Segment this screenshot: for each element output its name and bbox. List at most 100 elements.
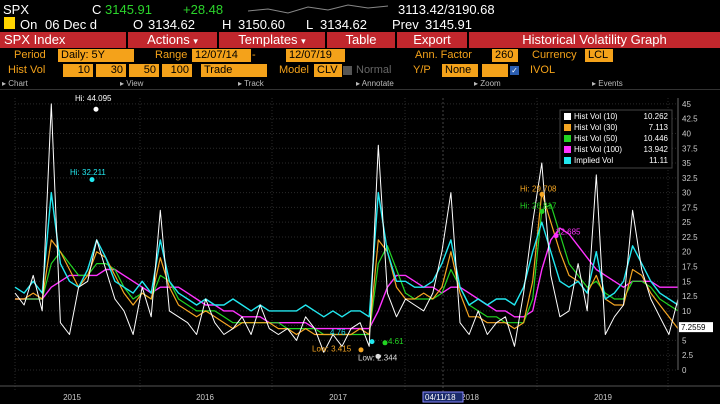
y-tick-label: 25 (682, 218, 691, 227)
annotation-marker (539, 209, 545, 215)
legend-swatch (564, 124, 571, 131)
annotation-marker (375, 353, 381, 359)
export-button[interactable]: Export (397, 32, 467, 48)
chart-tab-label: Chart (8, 79, 28, 88)
y-tick-label: 15 (682, 277, 691, 286)
x-tick-label: 2017 (329, 393, 347, 402)
ann-factor-input[interactable]: 260 (492, 49, 518, 62)
x-tick-label: 2019 (594, 393, 612, 402)
series-line-hv50 (15, 203, 679, 336)
table-button[interactable]: Table (327, 32, 395, 48)
normal-checkbox[interactable] (343, 66, 352, 75)
yp-input[interactable] (482, 64, 508, 77)
annotation-hi_hv50: Hi: 26.817 (520, 202, 557, 215)
quote-date: 06 Dec d (45, 17, 98, 32)
annotation-marker (553, 233, 559, 239)
price-type-select[interactable]: Trade (201, 64, 267, 77)
legend-series-value: 13.942 (644, 145, 669, 154)
y-tick-label: 2.5 (682, 351, 694, 360)
period-select[interactable]: Daily: 5Y (58, 49, 134, 62)
y-tick-label: 12.5 (682, 292, 698, 301)
yp-select[interactable]: None (442, 64, 478, 77)
actions-label: Actions (147, 32, 190, 47)
annotation-marker (358, 347, 364, 353)
last-value-tag: 7.2559 (679, 322, 713, 333)
legend-swatch (564, 113, 571, 120)
track-tab[interactable]: ▸ Track (238, 79, 264, 88)
annotation-label: Low: 2.344 (358, 354, 398, 363)
ticker: SPX (3, 2, 30, 17)
ann-factor-label: Ann. Factor (415, 49, 472, 61)
period1-input[interactable]: 10 (63, 64, 93, 77)
templates-menu[interactable]: Templates ▾ (219, 32, 325, 48)
chart-tab[interactable]: ▸ Chart (2, 79, 28, 88)
ohlc-bar: On 06 Dec d O 3134.62 H 3150.60 L 3134.6… (0, 16, 720, 32)
period3-input[interactable]: 50 (129, 64, 159, 77)
legend-series-name: Hist Vol (10) (574, 112, 618, 121)
x-axis: 2015 2016 2017 2018 2019 04/11/18 (0, 385, 720, 403)
model-label: Model (279, 64, 309, 76)
y-tick-label: 0 (682, 366, 687, 375)
annotation-label: 4.61 (388, 337, 404, 346)
range-label: Range (155, 49, 188, 61)
series-line-hv10 (14, 103, 679, 353)
zoom-tab[interactable]: ▸ Zoom (474, 79, 501, 88)
period2-input[interactable]: 30 (96, 64, 126, 77)
legend-series-name: Hist Vol (30) (574, 123, 618, 132)
security-field[interactable]: SPX Index (0, 32, 126, 48)
y-tick-label: 37.5 (682, 144, 698, 153)
volatility-chart[interactable]: 02.557.51012.51517.52022.52527.53032.535… (0, 90, 720, 404)
legend-series-value: 10.446 (644, 134, 669, 143)
cursor-date-label: 04/11/18 (425, 393, 456, 402)
legend-series-name: Hist Vol (100) (574, 145, 622, 154)
zoom-tab-label: Zoom (480, 79, 501, 88)
currency-select[interactable]: LCL (585, 49, 613, 62)
annotation-label: Hi: 32.211 (70, 168, 106, 177)
x-tick-label: 2018 (461, 393, 479, 402)
date-prefix: On (20, 17, 38, 32)
y-tick-label: 17.5 (682, 263, 698, 272)
actions-menu[interactable]: Actions ▾ (128, 32, 217, 48)
change: +28.48 (183, 2, 224, 17)
open-label: O (133, 17, 144, 32)
annotation-label: 22.685 (556, 228, 581, 237)
model-select[interactable]: CLV (314, 64, 342, 77)
annotation-low_iv: 4.76 (330, 328, 375, 345)
params-row-2: Hist Vol 10 30 50 100 Trade Model CLV No… (0, 63, 720, 78)
view-tab[interactable]: ▸ View (120, 79, 144, 88)
annotation-hi_hv100: 22.685 (553, 228, 581, 239)
high-label: H (222, 17, 232, 32)
flag-icon (4, 17, 15, 29)
close-label: C (92, 2, 102, 17)
y-axis: 02.557.51012.51517.52022.52527.53032.535… (677, 98, 713, 375)
annotation-hi_hv10: Hi: 44.095 (75, 94, 112, 112)
last-value-box (679, 322, 713, 333)
chart-lines (14, 103, 679, 353)
quote-bar: SPX C 3145.91 +28.48 3113.42/3190.68 (0, 0, 720, 17)
legend-series-value: 10.262 (644, 112, 669, 121)
period4-input[interactable]: 100 (162, 64, 192, 77)
legend-series-value: 7.113 (649, 123, 669, 132)
range-end-input[interactable]: 12/07/19 (286, 49, 345, 62)
events-tab[interactable]: ▸ Events (592, 79, 623, 88)
annotation-marker (93, 106, 99, 112)
annotation-label: Hi: 26.817 (520, 202, 557, 211)
annotation-low_hv30: Low: 3.415 (312, 345, 364, 354)
y-tick-label: 35 (682, 159, 691, 168)
annotation-label: 4.76 (330, 328, 346, 337)
annotate-tab-label: Annotate (361, 79, 394, 88)
open-price: 3134.62 (148, 17, 195, 32)
period-label: Period (14, 49, 46, 61)
cursor-date[interactable]: 04/11/18 (422, 391, 464, 403)
legend-swatch (564, 135, 571, 142)
annotation-hi_iv: Hi: 32.211 (70, 168, 106, 183)
y-tick-label: 22.5 (682, 233, 698, 242)
function-toolbar: SPX Index Actions ▾ Templates ▾ Table Ex… (0, 32, 720, 48)
range-start-input[interactable]: 12/07/14 (192, 49, 251, 62)
ivol-checkbox[interactable]: ✓ (510, 66, 519, 75)
annotate-tab[interactable]: ▸ Annotate (356, 79, 394, 88)
annotation-label: Hi: 44.095 (75, 94, 112, 103)
currency-label: Currency (532, 49, 577, 61)
y-tick-label: 5 (682, 336, 687, 345)
x-tick-label: 2016 (196, 393, 214, 402)
